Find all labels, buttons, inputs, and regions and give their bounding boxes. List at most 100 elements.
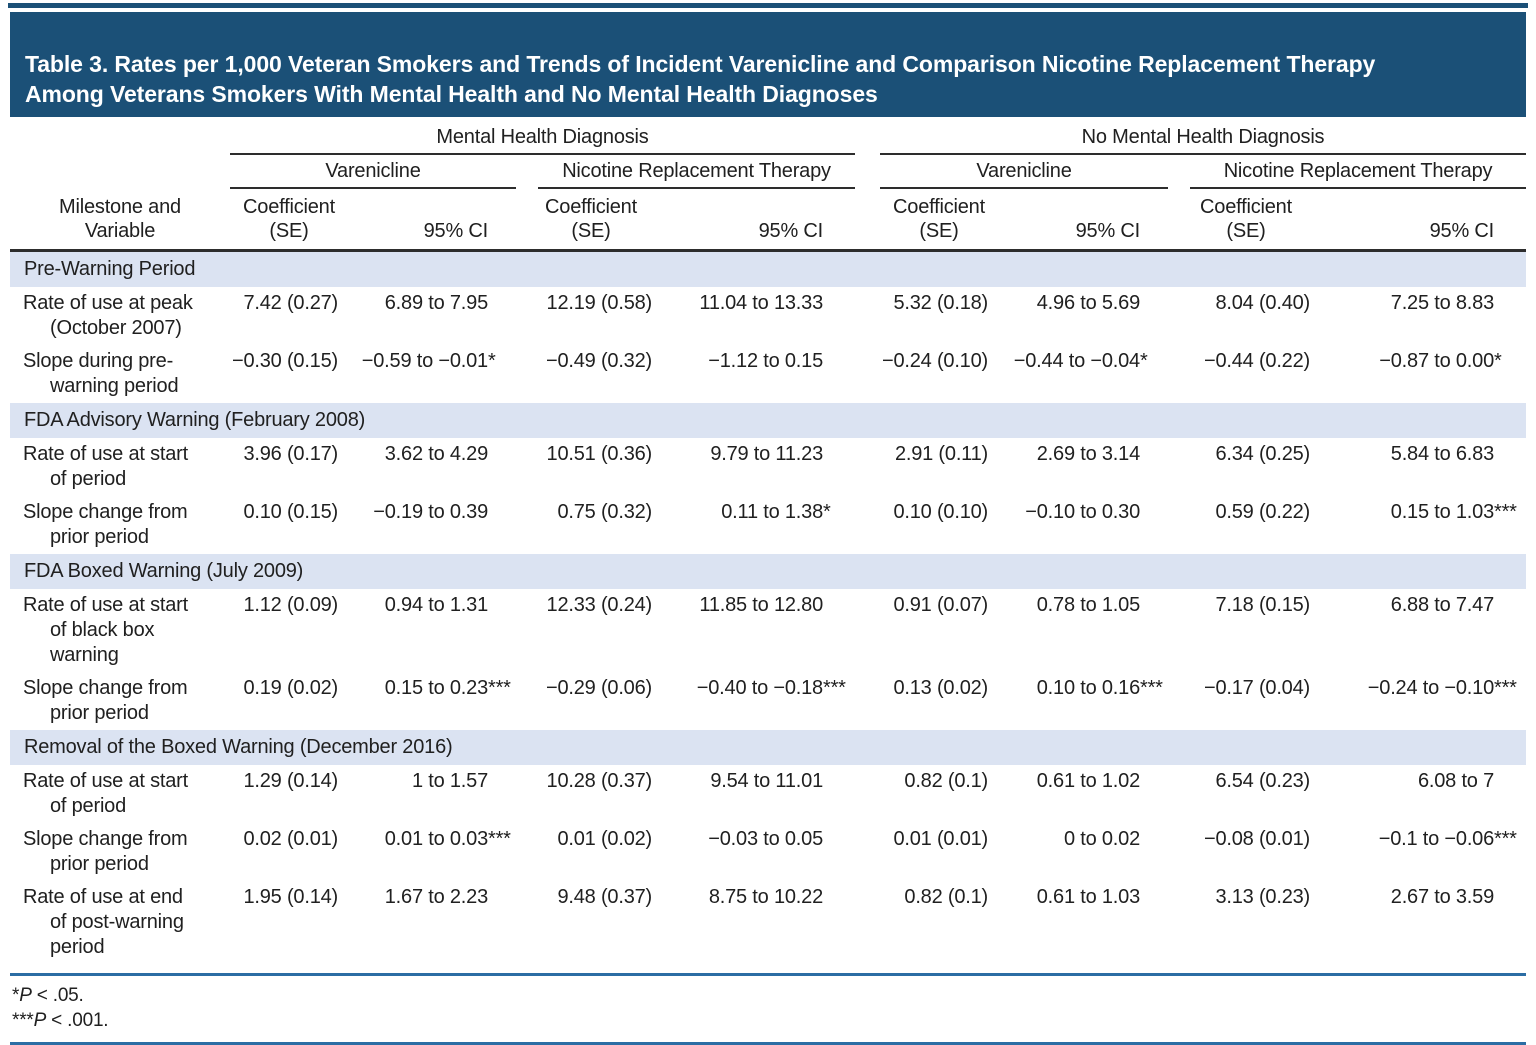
table-title: Table 3. Rates per 1,000 Veteran Smokers… xyxy=(25,51,1376,107)
coefficient-cell: 0.91 (0.07) xyxy=(893,594,988,616)
ci-cell: 11.04 to 13.33 xyxy=(699,292,823,314)
data-row: Rate of use at start of black box warnin… xyxy=(10,589,1526,672)
coefficient-cell: 6.54 (0.23) xyxy=(1215,770,1310,792)
coefficient-cell: −0.08 (0.01) xyxy=(1203,828,1310,850)
coefficient-cell: 0.01 (0.01) xyxy=(893,828,988,850)
coefficient-cell: 0.02 (0.01) xyxy=(243,828,338,850)
subgroup-header-label: Nicotine Replacement Therapy xyxy=(538,160,855,189)
coefficient-cell: 7.42 (0.27) xyxy=(243,292,338,314)
subgroup-header-nrt-mh: Nicotine Replacement Therapy xyxy=(520,155,855,189)
data-row: Slope change from prior period 0.10 (0.15… xyxy=(10,496,1526,554)
column-gap xyxy=(855,287,880,345)
coefficient-cell: 5.32 (0.18) xyxy=(893,292,988,314)
group-header-mental-health: Mental Health Diagnosis xyxy=(230,117,855,155)
section-title: FDA Advisory Warning (February 2008) xyxy=(10,403,1527,438)
coefficient-cell: 6.34 (0.25) xyxy=(1215,443,1310,465)
significance-marker: * xyxy=(12,985,20,1006)
footnote-text: < .05. xyxy=(31,985,84,1006)
coefficient-cell: 7.18 (0.15) xyxy=(1215,594,1310,616)
section-header-row: Pre-Warning Period xyxy=(10,250,1527,287)
row-label: Slope change from prior period xyxy=(23,501,188,548)
ci-cell: 7.25 to 8.83 xyxy=(1390,292,1495,314)
data-row: Slope change from prior period 0.02 (0.01… xyxy=(10,823,1526,881)
ci-header: 95% CI xyxy=(1320,189,1527,252)
ci-cell: −0.87 to 0.00* xyxy=(1379,350,1502,372)
table-title-banner: Table 3. Rates per 1,000 Veteran Smokers… xyxy=(10,12,1526,117)
coefficient-cell: 12.33 (0.24) xyxy=(546,594,653,616)
coefficient-cell: −0.29 (0.06) xyxy=(545,677,652,699)
data-row: Slope during pre- warning period −0.30 (0… xyxy=(10,345,1526,403)
results-table: Mental Health Diagnosis No Mental Health… xyxy=(10,117,1527,965)
coefficient-cell: 0.75 (0.32) xyxy=(557,501,652,523)
p-symbol: P xyxy=(33,1010,47,1031)
ci-cell: 2.69 to 3.14 xyxy=(1036,443,1140,465)
row-label: Rate of use at peak (October 2007) xyxy=(23,292,193,339)
coefficient-cell: 0.82 (0.1) xyxy=(904,886,988,908)
coefficient-cell: −0.44 (0.22) xyxy=(1203,350,1310,372)
coefficient-cell: 0.13 (0.02) xyxy=(893,677,988,699)
ci-cell: 2.67 to 3.59 xyxy=(1390,886,1495,908)
data-row: Rate of use at end of post-warning perio… xyxy=(10,881,1526,964)
section-header-row: FDA Advisory Warning (February 2008) xyxy=(10,403,1527,438)
ci-cell: 9.79 to 11.23 xyxy=(710,443,823,465)
row-label: Slope change from prior period xyxy=(23,677,188,724)
significance-marker: *** xyxy=(12,1010,34,1031)
row-label: Rate of use at start of period xyxy=(23,443,188,490)
milestone-variable-header: Milestone and Variable xyxy=(10,189,230,252)
ci-cell: 6.08 to 7 xyxy=(1417,770,1495,792)
ci-cell: −0.10 to 0.30 xyxy=(1025,501,1140,523)
coefficient-cell: 0.10 (0.10) xyxy=(893,501,988,523)
subgroup-header-varenicline-nomh: Varenicline xyxy=(880,155,1172,189)
coefficient-cell: 2.91 (0.11) xyxy=(894,443,988,465)
footnote-divider xyxy=(10,973,1526,976)
coefficient-cell: 0.82 (0.1) xyxy=(904,770,988,792)
data-row: Slope change from prior period 0.19 (0.02… xyxy=(10,672,1526,730)
top-divider xyxy=(8,3,1528,8)
coefficient-se-label: Coefficient (SE) xyxy=(893,196,985,242)
section-header-row: Removal of the Boxed Warning (December 2… xyxy=(10,730,1527,765)
ci-cell: 0.01 to 0.03*** xyxy=(384,828,511,850)
data-row: Rate of use at start of period 3.96 (0.17… xyxy=(10,438,1526,496)
table-sheet: Mental Health Diagnosis No Mental Health… xyxy=(10,117,1527,1045)
footnote-p001: ***P < .001. xyxy=(12,1008,1526,1033)
ci-header: 95% CI xyxy=(662,189,855,252)
ci-cell: 0.61 to 1.03 xyxy=(1036,886,1140,908)
data-row: Rate of use at peak (October 2007) 7.42 (… xyxy=(10,287,1526,345)
coefficient-cell: −0.17 (0.04) xyxy=(1203,677,1310,699)
coefficient-se-header: Coefficient (SE) xyxy=(1172,189,1320,252)
milestone-variable-label: Milestone and Variable xyxy=(59,196,181,242)
coefficient-se-header: Coefficient (SE) xyxy=(520,189,662,252)
ci-cell: −0.19 to 0.39 xyxy=(373,501,488,523)
group-header-no-mental-health: No Mental Health Diagnosis xyxy=(880,117,1527,155)
ci-header: 95% CI xyxy=(998,189,1172,252)
footnotes: *P < .05. ***P < .001. xyxy=(10,983,1526,1033)
ci-cell: 0.15 to 1.03*** xyxy=(1390,501,1517,523)
ci-cell: −0.59 to −0.01* xyxy=(361,350,496,372)
ci-cell: 0 to 0.02 xyxy=(1063,828,1140,850)
subgroup-header-label: Varenicline xyxy=(230,160,516,189)
coefficient-cell: 0.01 (0.02) xyxy=(557,828,652,850)
coefficient-se-header: Coefficient (SE) xyxy=(230,189,348,252)
column-gap xyxy=(855,589,880,672)
coefficient-cell: −0.49 (0.32) xyxy=(545,350,652,372)
column-gap xyxy=(855,189,880,252)
coefficient-cell: 12.19 (0.58) xyxy=(546,292,653,314)
subgroup-header-label: Nicotine Replacement Therapy xyxy=(1190,160,1527,189)
coefficient-cell: −0.24 (0.10) xyxy=(881,350,988,372)
column-gap xyxy=(855,345,880,403)
ci-cell: 6.88 to 7.47 xyxy=(1390,594,1495,616)
coefficient-cell: 3.13 (0.23) xyxy=(1215,886,1310,908)
table-body: Pre-Warning Period Rate of use at peak (O… xyxy=(10,250,1527,965)
column-gap xyxy=(855,765,880,823)
p-symbol: P xyxy=(19,985,32,1006)
section-title: Pre-Warning Period xyxy=(10,250,1527,287)
column-gap xyxy=(855,881,880,964)
column-gap xyxy=(855,438,880,496)
ci-cell: 0.10 to 0.16*** xyxy=(1036,677,1163,699)
ci-cell: −0.40 to −0.18*** xyxy=(696,677,846,699)
column-gap xyxy=(855,672,880,730)
ci-cell: 11.85 to 12.80 xyxy=(699,594,823,616)
footnote-text: < .001. xyxy=(46,1010,109,1031)
row-label: Slope during pre- warning period xyxy=(23,350,179,397)
coefficient-se-label: Coefficient (SE) xyxy=(545,196,637,242)
